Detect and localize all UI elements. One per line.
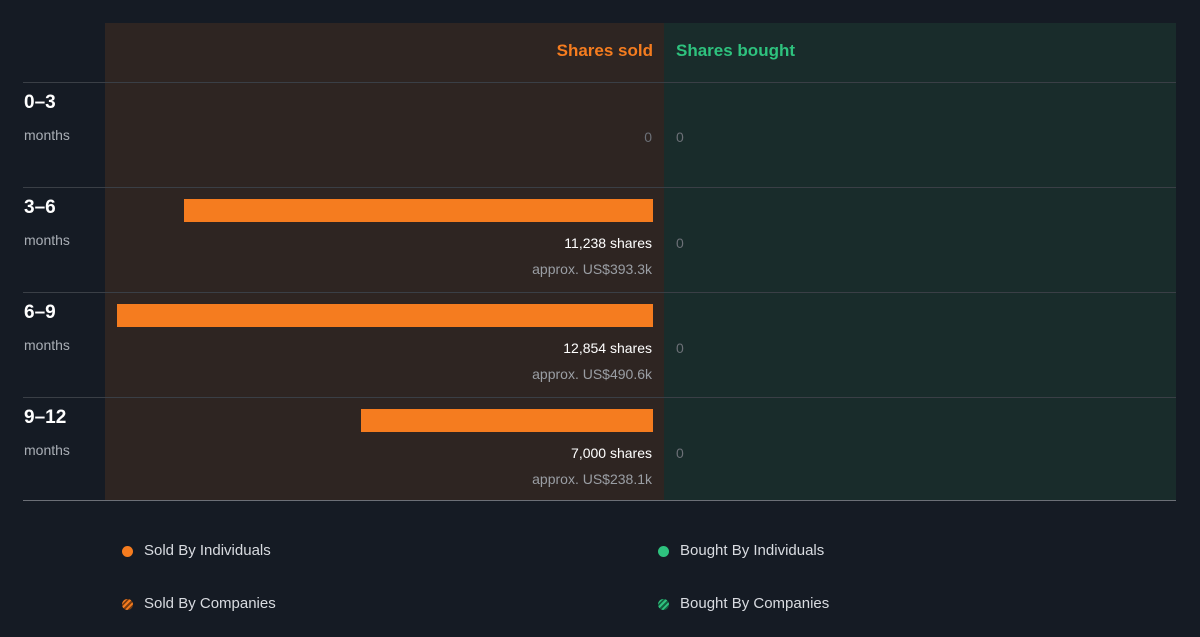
sold-shares-label: 7,000 shares: [571, 445, 652, 461]
bought-value-label: 0: [676, 129, 684, 145]
orange-hatched-dot-icon: [122, 598, 133, 610]
sold-bar: [184, 199, 653, 222]
period-unit-label: months: [24, 232, 70, 248]
legend-label: Bought By Individuals: [680, 542, 825, 559]
green-hatched-dot-icon: [658, 598, 669, 610]
row-divider: [23, 187, 1176, 188]
legend-bought-by-companies: Bought By Companies: [658, 594, 829, 614]
sold-approx-value-label: approx. US$490.6k: [532, 366, 652, 382]
chart-baseline: [23, 500, 1176, 501]
bought-value-label: 0: [676, 445, 684, 461]
sold-approx-value-label: approx. US$393.3k: [532, 261, 652, 277]
period-unit-label: months: [24, 442, 70, 458]
sold-shares-label: 11,238 shares: [564, 235, 652, 251]
shares-sold-header: Shares sold: [556, 41, 653, 60]
row-divider: [23, 82, 1176, 83]
legend-label: Sold By Individuals: [144, 542, 271, 559]
orange-dot-icon: [122, 545, 133, 557]
green-dot-icon: [658, 545, 669, 557]
bought-column-background: [664, 23, 1176, 501]
legend-sold-by-companies: Sold By Companies: [122, 594, 276, 614]
period-unit-label: months: [24, 337, 70, 353]
sold-bar: [117, 304, 653, 327]
sold-bar: [361, 409, 653, 432]
bought-value-label: 0: [676, 235, 684, 251]
period-label: 3–6: [24, 197, 56, 218]
sold-approx-value-label: approx. US$238.1k: [532, 471, 652, 487]
legend-label: Sold By Companies: [144, 595, 276, 612]
sold-value-label: 0: [644, 129, 652, 145]
legend-label: Bought By Companies: [680, 595, 830, 612]
row-divider: [23, 397, 1176, 398]
legend-bought-by-individuals: Bought By Individuals: [658, 541, 824, 561]
sold-shares-label: 12,854 shares: [563, 340, 652, 356]
shares-bought-header: Shares bought: [676, 41, 796, 60]
period-label: 6–9: [24, 302, 56, 323]
period-label: 9–12: [24, 407, 67, 428]
period-label: 0–3: [24, 92, 56, 113]
legend-sold-by-individuals: Sold By Individuals: [122, 541, 271, 561]
row-divider: [23, 292, 1176, 293]
period-unit-label: months: [24, 127, 70, 143]
bought-value-label: 0: [676, 340, 684, 356]
